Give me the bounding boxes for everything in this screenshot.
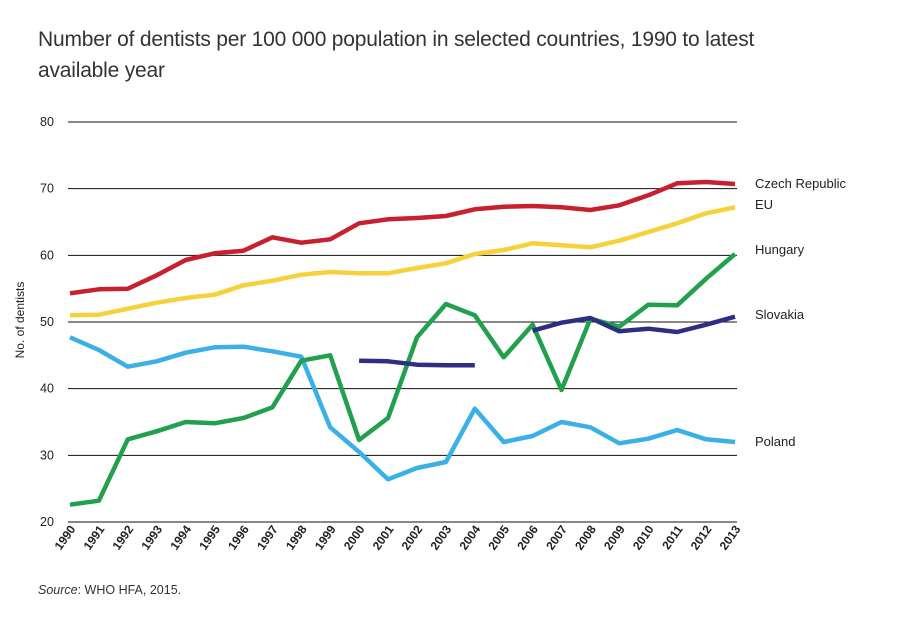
x-tick-label: 2003 xyxy=(428,522,455,552)
x-tick-label: 2007 xyxy=(543,522,570,552)
x-tick-label: 2013 xyxy=(717,522,744,552)
series-label-hungary: Hungary xyxy=(755,242,805,257)
series-label-eu: EU xyxy=(755,197,773,212)
y-tick-label: 20 xyxy=(40,515,54,529)
x-tick-labels: 1990 1991 1992 1993 1994 1995 1996 1997 1998 1999… xyxy=(52,522,744,552)
x-tick-label: 2001 xyxy=(370,522,397,552)
x-tick-label: 2006 xyxy=(514,522,541,552)
series-label-slovakia: Slovakia xyxy=(755,307,805,322)
y-tick-label: 60 xyxy=(40,248,54,262)
y-tick-label: 50 xyxy=(40,315,54,329)
x-tick-label: 2002 xyxy=(399,522,426,552)
series-line-poland xyxy=(69,335,736,482)
y-tick-labels: 20 30 40 50 60 70 80 xyxy=(40,115,54,529)
series-label-czech-republic: Czech Republic xyxy=(755,176,847,191)
y-tick-label: 70 xyxy=(40,182,54,196)
series-lines xyxy=(69,179,737,507)
x-tick-label: 2005 xyxy=(485,522,512,552)
y-tick-label: 80 xyxy=(40,115,54,129)
x-tick-label: 1997 xyxy=(254,522,281,552)
y-axis-label: No. of dentists xyxy=(13,282,27,359)
series-line-slovakia xyxy=(359,358,475,368)
source-label: Source xyxy=(38,583,78,597)
series-line-czech-republic xyxy=(69,179,736,296)
x-tick-label: 2000 xyxy=(341,522,368,552)
y-tick-label: 40 xyxy=(40,382,54,396)
x-tick-label: 1996 xyxy=(225,522,252,552)
x-tick-label: 2010 xyxy=(630,522,657,552)
source-text: : WHO HFA, 2015. xyxy=(77,583,182,597)
y-tick-label: 30 xyxy=(40,448,54,462)
x-tick-label: 2004 xyxy=(456,522,483,552)
series-line-slovakia xyxy=(531,314,736,335)
series-line-hungary xyxy=(69,252,737,507)
x-tick-label: 2011 xyxy=(659,522,686,552)
source-note: Source: WHO HFA, 2015. xyxy=(38,583,181,597)
x-tick-label: 1990 xyxy=(52,522,79,552)
x-tick-label: 2008 xyxy=(572,522,599,552)
x-tick-label: 1999 xyxy=(312,522,339,552)
series-label-poland: Poland xyxy=(755,434,795,449)
x-tick-label: 2012 xyxy=(688,522,715,552)
x-tick-label: 1993 xyxy=(138,522,165,552)
x-tick-label: 1995 xyxy=(196,522,223,552)
x-tick-label: 1991 xyxy=(81,522,108,552)
x-tick-label: 1994 xyxy=(167,522,194,552)
series-line-eu xyxy=(69,205,736,318)
chart-title: Number of dentists per 100 000 populatio… xyxy=(38,28,755,82)
x-tick-label: 1992 xyxy=(109,522,136,552)
x-tick-label: 2009 xyxy=(601,522,628,552)
x-tick-label: 1998 xyxy=(283,522,310,552)
gridlines xyxy=(68,121,737,523)
series-labels: Czech Republic EU Hungary Slovakia Poland xyxy=(755,176,847,449)
